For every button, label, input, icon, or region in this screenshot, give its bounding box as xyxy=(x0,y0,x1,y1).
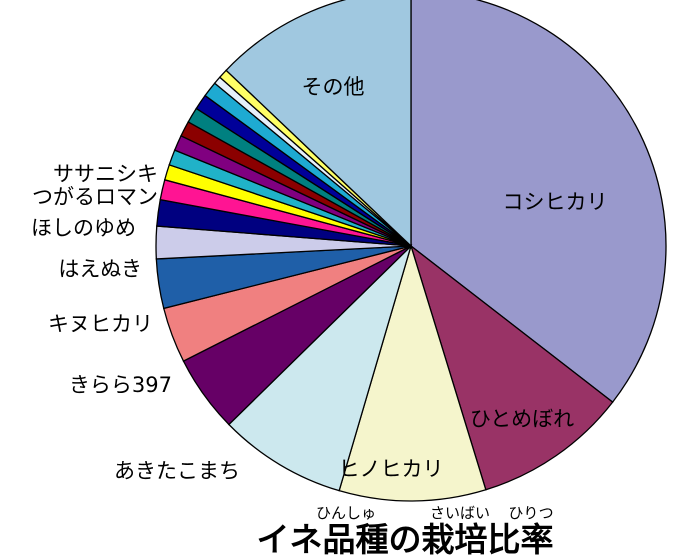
label-hitomebore: ひとめぼれ xyxy=(470,407,574,431)
pie-slice-ヒノヒカリ xyxy=(338,243,487,502)
title-ruby-saibai: さいばい xyxy=(430,504,490,522)
label-sonota: その他 xyxy=(302,75,365,99)
label-haenuki: はえぬき xyxy=(58,257,142,281)
chart-title: イネ品種の栽培比率 xyxy=(257,520,554,557)
pie-slice-コシヒカリ xyxy=(410,0,667,404)
pie-slice-あきたこまち xyxy=(227,243,413,492)
label-akitakomachi: あきたこまち xyxy=(114,459,240,483)
label-sasanishiki: ササニシキ xyxy=(53,162,158,186)
pie-slice-ひとめぼれ xyxy=(409,244,614,491)
label-hoshinoyume: ほしのゆめ xyxy=(31,216,136,240)
pie-slices xyxy=(155,0,667,502)
label-hinohikari: ヒノヒカリ xyxy=(339,457,444,481)
label-tsugaruroman: つがるロマン xyxy=(32,185,158,209)
label-koshihikari: コシヒカリ xyxy=(503,190,608,214)
label-kinuhikari: キヌヒカリ xyxy=(48,312,153,336)
title-ruby-hiritsu: ひりつ xyxy=(508,504,553,522)
label-kirara397: きらら397 xyxy=(69,373,172,397)
pie-slice-その他 xyxy=(225,0,412,248)
title-ruby-hinshu: ひんしゅ xyxy=(316,504,376,522)
